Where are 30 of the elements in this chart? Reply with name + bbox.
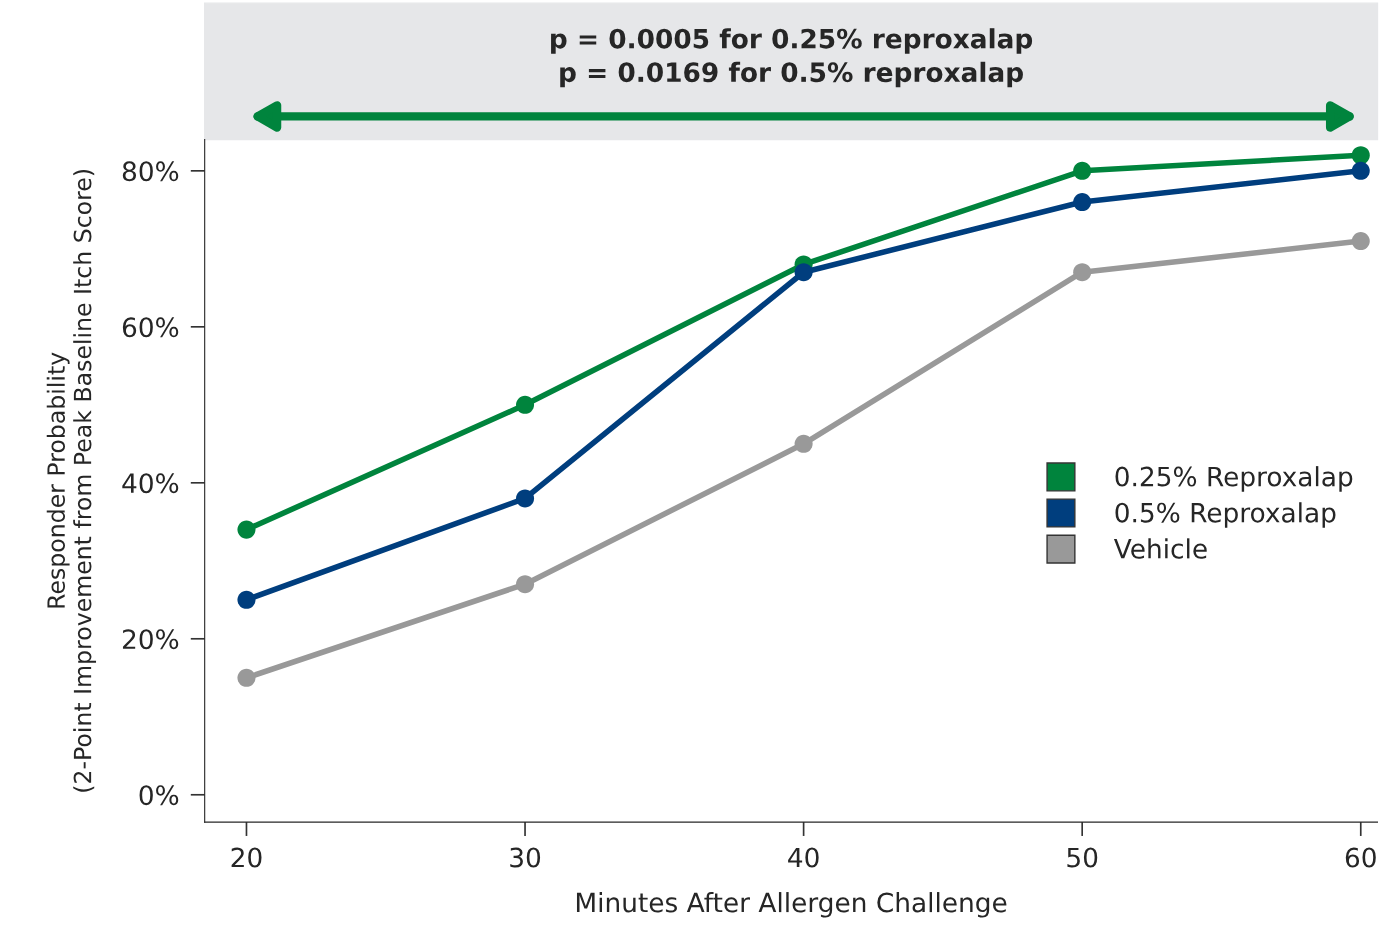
point <box>516 489 535 508</box>
point <box>1351 161 1370 180</box>
point <box>1351 146 1370 165</box>
point <box>237 668 256 687</box>
text: p = 0.0005 for 0.25% reproxalap p = 0.0169 for 0.5% reproxalap <box>551 28 1033 88</box>
legend-label: 0.25% Reproxalap <box>1115 466 1353 492</box>
x-tick-label: 30 <box>510 847 541 868</box>
y-tick-label: 60% <box>122 317 179 338</box>
point <box>237 590 256 609</box>
point <box>516 395 535 414</box>
point <box>516 575 535 594</box>
x-axis-title: Minutes After Allergen Challenge <box>576 892 1007 918</box>
y-tick-label: 40% <box>122 473 179 494</box>
x-tick-label: 50 <box>1067 847 1098 868</box>
point <box>1351 232 1370 251</box>
point <box>1073 263 1092 282</box>
legend-label: 0.5% Reproxalap <box>1115 502 1336 528</box>
point <box>794 434 813 453</box>
x-tick-label: 60 <box>1345 847 1376 868</box>
y-tick-label: 0% <box>139 785 179 806</box>
y-tick-label: 20% <box>122 629 179 650</box>
point <box>1073 193 1092 212</box>
point <box>1073 161 1092 180</box>
point <box>794 263 813 282</box>
x-tick-label: 40 <box>788 847 819 868</box>
y-axis-title: Responder Probability (2-Point Improvement from Peak Baseline Itch Score) <box>46 169 97 792</box>
x-tick-label: 20 <box>231 847 262 868</box>
legend-label: Vehicle <box>1113 538 1207 559</box>
point <box>237 520 256 539</box>
y-tick-label: 80% <box>122 161 179 182</box>
